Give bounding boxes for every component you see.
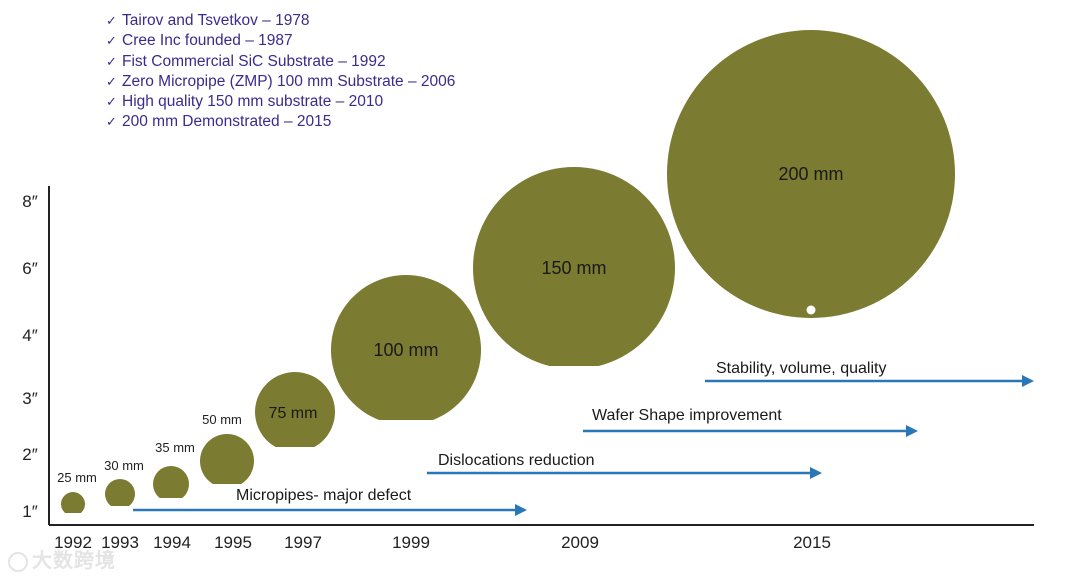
y-tick-label: 1″	[22, 502, 37, 521]
milestone-item: ✓ Cree Inc founded – 1987	[106, 31, 455, 51]
wafer-circle	[254, 372, 335, 447]
check-icon: ✓	[106, 73, 117, 89]
wafer-circle	[153, 466, 190, 498]
watermark-logo-icon	[8, 551, 28, 572]
check-icon: ✓	[106, 94, 117, 110]
wafer-label: 100 mm	[373, 340, 438, 360]
wafer-label: 35 mm	[155, 440, 195, 455]
y-tick-label: 2″	[22, 445, 37, 464]
check-icon: ✓	[106, 114, 117, 130]
wafer-circle	[105, 479, 135, 506]
milestone-item: ✓ Zero Micropipe (ZMP) 100 mm Substrate –…	[106, 72, 455, 92]
wafer-label: 50 mm	[202, 412, 242, 427]
milestone-item: ✓ High quality 150 mm substrate – 2010	[106, 92, 455, 112]
wafer-circle	[667, 30, 955, 318]
wafer-circle	[472, 167, 675, 366]
wafer-circle	[331, 274, 482, 420]
x-tick-label: 2015	[793, 533, 831, 552]
arrow-head	[906, 425, 918, 437]
wafer-label: 150 mm	[541, 258, 606, 278]
milestone-item: ✓ 200 mm Demonstrated – 2015	[106, 112, 455, 132]
milestone-text: Tairov and Tsvetkov – 1978	[122, 12, 310, 29]
arrow-label: Stability, volume, quality	[716, 360, 886, 377]
watermark-text: 大数跨境	[32, 550, 116, 572]
arrow-label: Micropipes- major defect	[236, 487, 412, 504]
y-tick-label: 3″	[22, 389, 37, 408]
milestone-item: ✓ Tairov and Tsvetkov – 1978	[106, 11, 455, 31]
check-icon: ✓	[106, 53, 117, 69]
milestone-text: Zero Micropipe (ZMP) 100 mm Substrate – …	[122, 72, 456, 90]
y-tick-label: 4″	[22, 326, 37, 345]
wafer-circle	[200, 433, 254, 484]
wafer-label: 30 mm	[104, 458, 144, 473]
wafer-label: 75 mm	[269, 405, 318, 422]
arrow-label: Wafer Shape improvement	[592, 407, 782, 424]
watermark: 大数跨境	[8, 544, 116, 573]
milestone-item: ✓ Fist Commercial SiC Substrate – 1992	[106, 52, 455, 72]
milestone-text: Cree Inc founded – 1987	[122, 32, 293, 50]
x-tick-label: 1997	[284, 533, 322, 552]
x-tick-label: 1995	[214, 533, 252, 552]
x-tick-label: 1992	[54, 533, 92, 552]
check-icon: ✓	[106, 33, 117, 49]
x-tick-label: 1993	[101, 533, 139, 552]
wafer-notch	[806, 305, 816, 315]
arrow-head	[810, 467, 822, 479]
wafer-circle	[61, 492, 85, 513]
wafer-label: 25 mm	[57, 470, 97, 485]
x-tick-label: 2009	[561, 533, 599, 552]
x-tick-label: 1999	[392, 533, 430, 552]
y-tick-label: 6″	[22, 259, 37, 278]
x-tick-label: 1994	[153, 533, 191, 552]
wafer-label: 200 mm	[778, 164, 843, 184]
milestone-text: 200 mm Demonstrated – 2015	[122, 113, 332, 131]
arrow-label: Dislocations reduction	[438, 452, 595, 469]
arrow-head	[515, 504, 527, 516]
milestone-text: High quality 150 mm substrate – 2010	[122, 93, 384, 111]
y-tick-label: 8″	[22, 192, 37, 211]
check-icon: ✓	[106, 13, 117, 28]
milestone-text: Fist Commercial SiC Substrate – 1992	[122, 52, 386, 70]
arrow-head	[1022, 375, 1034, 387]
milestone-list: ✓ Tairov and Tsvetkov – 1978 ✓ Cree Inc fo…	[106, 11, 455, 133]
